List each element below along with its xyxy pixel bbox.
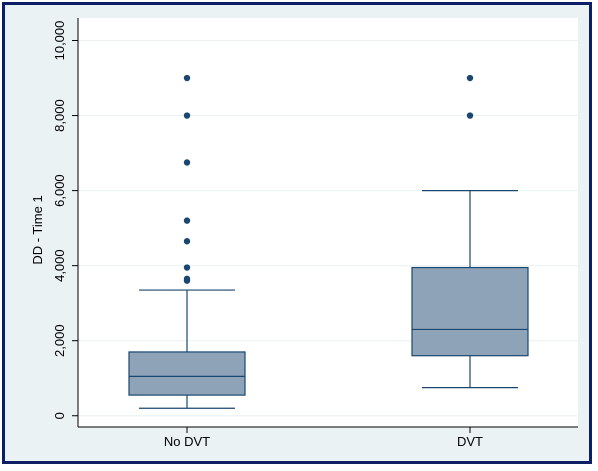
outlier-point [183, 238, 191, 245]
outlier-point [183, 264, 191, 271]
box-no-dvt [128, 74, 246, 409]
box-iqr [411, 266, 529, 357]
x-tick-label: DVT [457, 434, 483, 449]
outlier-point [183, 159, 191, 166]
x-tick-label: No DVT [164, 434, 210, 449]
outlier-point [183, 217, 191, 224]
outlier-point [183, 112, 191, 119]
y-ticks: 0 2,000 4,000 6,000 8,000 10,000 [52, 21, 78, 419]
y-axis-title: DD - Time 1 [30, 195, 45, 264]
y-tick-label: 8,000 [52, 99, 67, 132]
outlier-point [183, 74, 191, 82]
y-tick-label: 2,000 [52, 324, 67, 357]
y-tick-label: 4,000 [52, 249, 67, 282]
box-dvt [411, 74, 529, 389]
outlier-point [466, 74, 474, 82]
y-tick-label: 10,000 [52, 21, 67, 61]
boxes [128, 74, 529, 409]
outlier-point [466, 112, 474, 119]
axes [77, 18, 578, 428]
box-iqr [128, 351, 246, 396]
x-ticks: No DVT DVT [164, 427, 483, 449]
outlier-point [183, 275, 191, 282]
y-tick-label: 0 [52, 412, 67, 419]
y-tick-label: 6,000 [52, 174, 67, 207]
